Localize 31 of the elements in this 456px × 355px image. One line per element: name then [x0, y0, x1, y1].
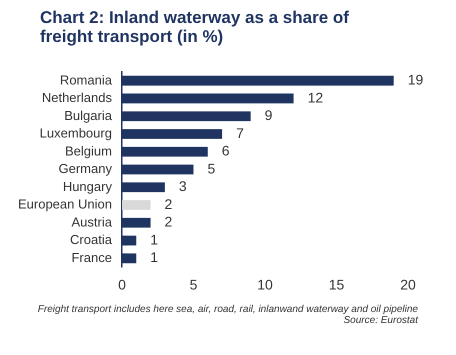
- y-tick-label: Belgium: [64, 143, 112, 158]
- x-tick-label: 20: [400, 276, 416, 292]
- y-tick-label: Germany: [58, 161, 112, 176]
- data-label: 5: [207, 160, 216, 176]
- data-label: 2: [164, 214, 173, 230]
- y-tick-label: Austria: [71, 214, 113, 230]
- data-label: 1: [150, 231, 158, 248]
- y-tick-label: European Union: [18, 196, 112, 212]
- y-tick-label: Luxembourg: [40, 126, 112, 141]
- chart-title: Chart 2: Inland waterway as a share of freight transport (in %): [40, 8, 350, 46]
- data-label: 19: [408, 72, 424, 88]
- data-label: 2: [164, 196, 173, 212]
- y-tick-label: Hungary: [62, 178, 112, 194]
- data-label: 9: [264, 107, 273, 124]
- source-note: Source: Eurostat: [342, 315, 418, 326]
- data-label: 1: [150, 249, 158, 266]
- x-tick-label: 15: [328, 276, 344, 292]
- data-label: 7: [236, 124, 244, 141]
- y-tick-label: Netherlands: [42, 90, 112, 106]
- data-label: 12: [308, 89, 324, 106]
- data-label: 3: [178, 178, 187, 194]
- y-tick-label: France: [71, 250, 112, 265]
- x-tick-label: 5: [190, 276, 198, 292]
- bar: [122, 200, 151, 210]
- y-tick-label: Bulgaria: [64, 108, 113, 123]
- y-tick-label: Romania: [60, 72, 113, 88]
- data-label: 6: [222, 142, 230, 159]
- x-tick-label: 10: [257, 276, 273, 292]
- text: Freight transport includes here sea, air, road, rail, inlanwand waterway and oil pipeline: [36, 304, 418, 315]
- y-tick-label: Croatia: [70, 232, 113, 248]
- x-tick-label: 0: [118, 276, 126, 292]
